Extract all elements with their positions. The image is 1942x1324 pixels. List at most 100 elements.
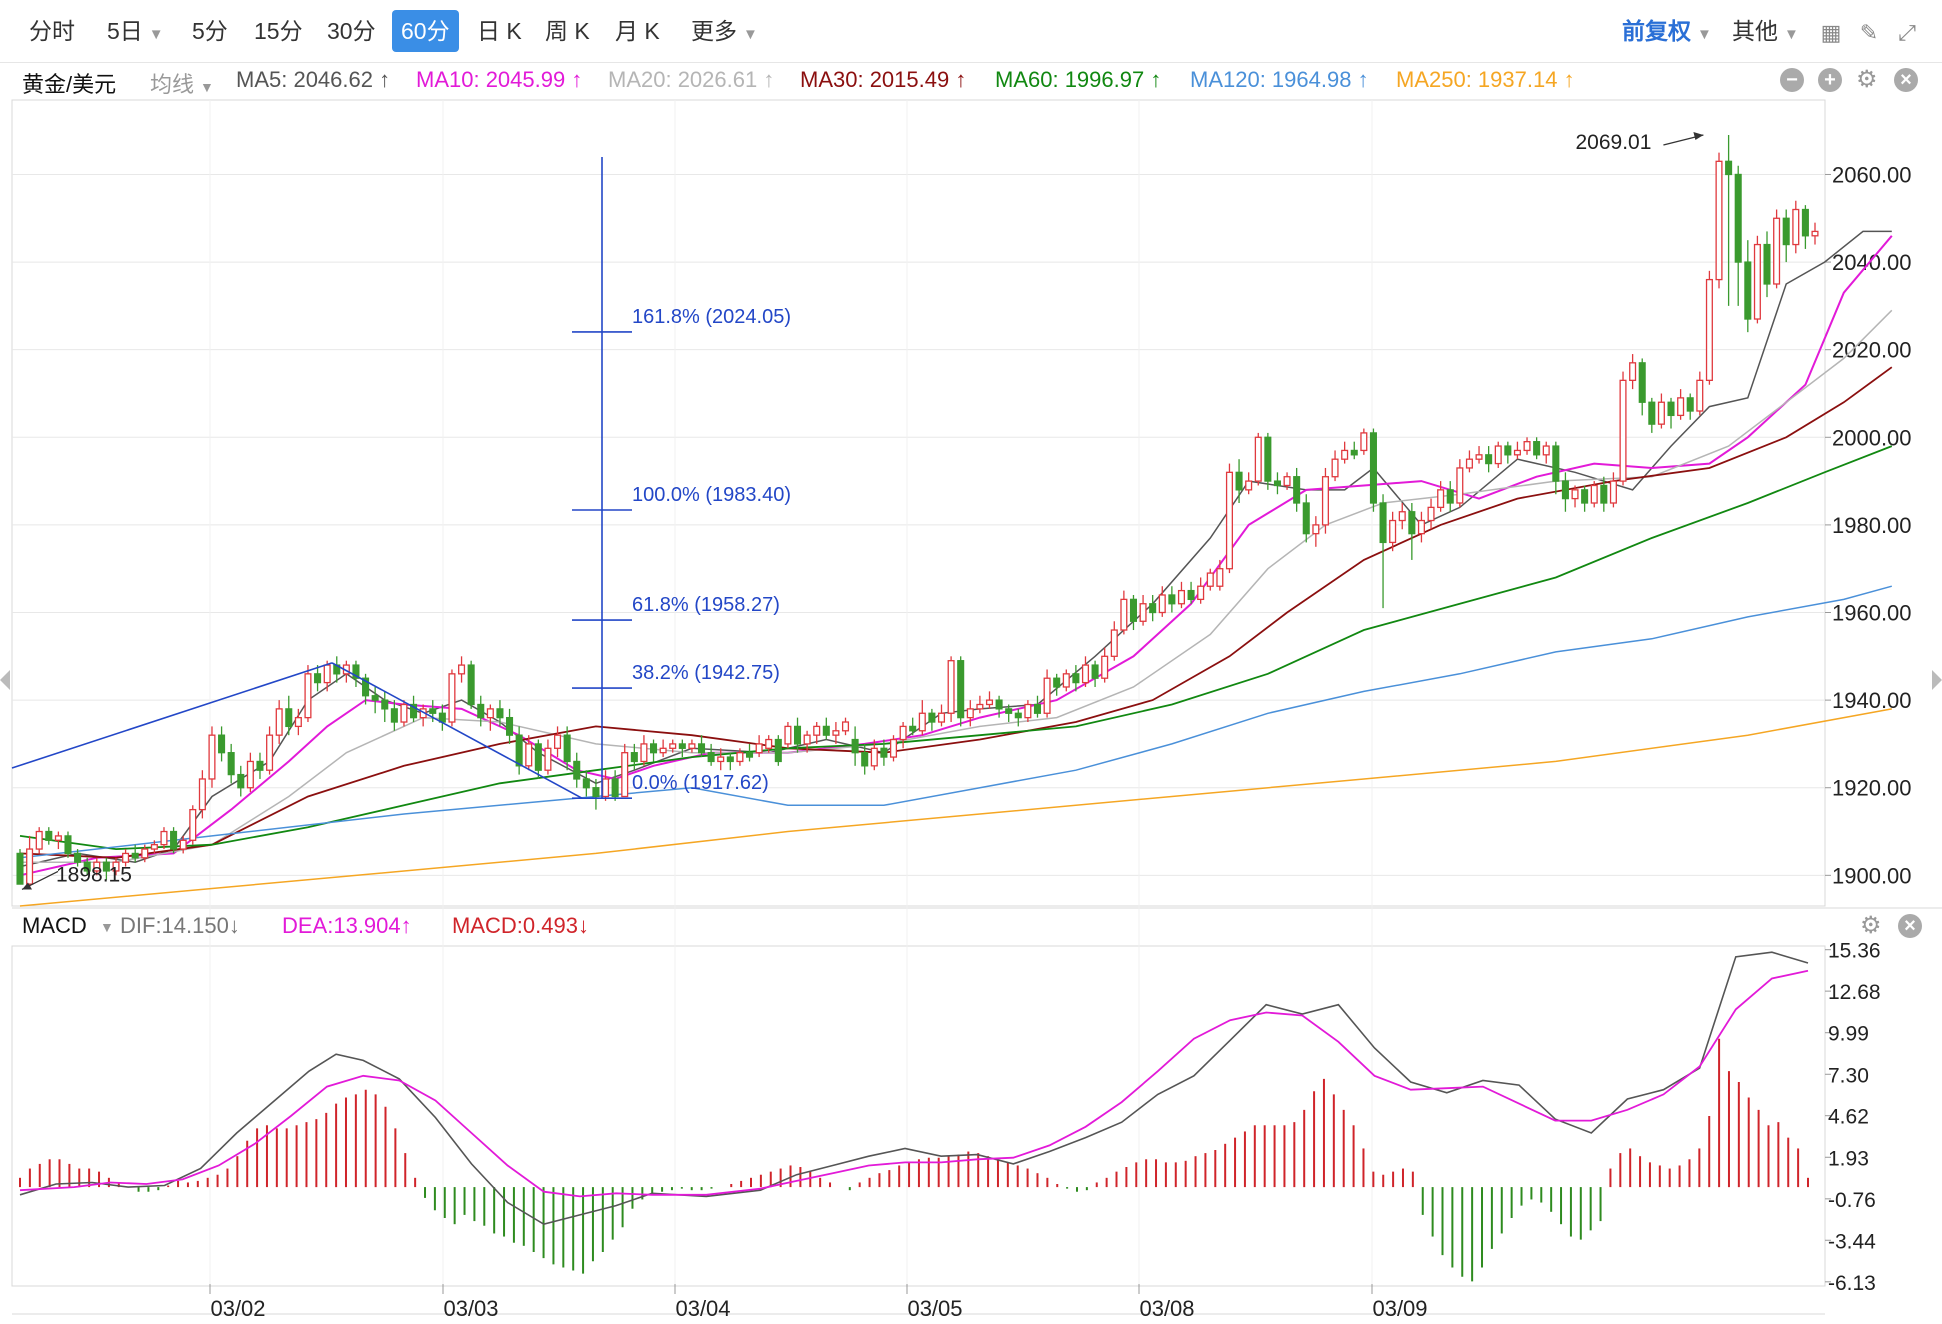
candle-body[interactable] — [294, 716, 302, 728]
candle-body[interactable] — [1168, 594, 1176, 605]
candle-body[interactable] — [1427, 506, 1435, 522]
candle-body[interactable] — [1619, 379, 1627, 482]
candle-body[interactable] — [726, 756, 734, 763]
candle-body[interactable] — [1523, 441, 1531, 452]
right-scroll-arrow-icon[interactable] — [1932, 670, 1942, 690]
tab-8[interactable]: 月 K — [606, 10, 669, 52]
candle-body[interactable] — [198, 778, 206, 811]
candle-body[interactable] — [1542, 445, 1550, 456]
candle-body[interactable] — [1005, 708, 1013, 714]
candle-body[interactable] — [1024, 703, 1032, 719]
candle-body[interactable] — [1369, 432, 1377, 504]
candle-body[interactable] — [525, 743, 533, 767]
candle-body[interactable] — [237, 773, 245, 789]
candle-body[interactable] — [496, 708, 504, 719]
candle-body[interactable] — [765, 738, 773, 749]
candle-body[interactable] — [448, 673, 456, 723]
candle-body[interactable] — [1350, 449, 1358, 456]
candle-body[interactable] — [947, 660, 955, 714]
candle-body[interactable] — [1792, 208, 1800, 246]
candle-body[interactable] — [1552, 445, 1560, 482]
add-indicator-icon[interactable]: + — [1818, 68, 1842, 92]
candle-body[interactable] — [717, 756, 725, 763]
candle-body[interactable] — [93, 861, 101, 872]
candle-body[interactable] — [793, 725, 802, 745]
candle-body[interactable] — [1446, 489, 1454, 504]
candle-body[interactable] — [755, 743, 763, 754]
other-dropdown[interactable]: 其他 ▼ — [1732, 10, 1799, 52]
candle-body[interactable] — [1475, 454, 1483, 460]
candle-body[interactable] — [1533, 441, 1541, 456]
candle-body[interactable] — [1398, 511, 1406, 522]
candle-body[interactable] — [275, 708, 283, 736]
candle-body[interactable] — [822, 725, 830, 736]
candle-body[interactable] — [1235, 471, 1243, 491]
candle-body[interactable] — [1091, 664, 1099, 679]
candle-body[interactable] — [1581, 489, 1589, 504]
candle-body[interactable] — [314, 673, 322, 684]
candle-body[interactable] — [1782, 217, 1790, 246]
candle-body[interactable] — [1773, 217, 1781, 285]
pencil-icon[interactable]: ✎ — [1859, 20, 1879, 45]
candle-body[interactable] — [1494, 445, 1502, 465]
candle-body[interactable] — [1283, 476, 1291, 487]
candle-body[interactable] — [1158, 594, 1166, 614]
candle-body[interactable] — [1513, 449, 1521, 456]
candle-body[interactable] — [803, 734, 811, 745]
collapse-icon[interactable]: − — [1780, 68, 1804, 92]
candle-body[interactable] — [467, 664, 475, 706]
candle-body[interactable] — [870, 747, 878, 767]
candle-body[interactable] — [582, 778, 590, 789]
candle-body[interactable] — [16, 852, 24, 885]
candle-body[interactable] — [678, 743, 686, 749]
candle-body[interactable] — [45, 830, 53, 841]
candle-body[interactable] — [1456, 467, 1464, 504]
candle-body[interactable] — [1033, 703, 1042, 714]
settings-gear-icon[interactable]: ⚙ — [1856, 66, 1878, 93]
tab-0[interactable]: 分时 — [20, 10, 84, 52]
candle-body[interactable] — [1590, 484, 1598, 504]
candle-body[interactable] — [841, 721, 850, 732]
candle-body[interactable] — [35, 830, 43, 850]
candle-body[interactable] — [1129, 598, 1138, 622]
candle-body[interactable] — [889, 738, 898, 758]
candle-body[interactable] — [256, 760, 264, 771]
candle-body[interactable] — [832, 730, 840, 736]
candle-body[interactable] — [1321, 476, 1329, 526]
candle-body[interactable] — [1053, 677, 1061, 688]
candle-body[interactable] — [1216, 568, 1224, 587]
candle-body[interactable] — [26, 848, 34, 885]
candle-body[interactable] — [1062, 673, 1070, 688]
candle-body[interactable] — [102, 861, 110, 872]
candle-body[interactable] — [64, 835, 72, 855]
candle-body[interactable] — [1408, 511, 1416, 535]
candle-body[interactable] — [1341, 449, 1349, 460]
restore-rights-dropdown[interactable]: 前复权 ▼ — [1622, 10, 1712, 52]
candle-body[interactable] — [909, 725, 917, 732]
candle-body[interactable] — [208, 734, 216, 780]
candle-body[interactable] — [1149, 603, 1157, 614]
candle-body[interactable] — [1014, 712, 1022, 719]
candle-body[interactable] — [697, 743, 706, 754]
candle-body[interactable] — [1293, 476, 1301, 504]
left-scroll-arrow-icon[interactable] — [0, 670, 10, 690]
candle-body[interactable] — [1648, 401, 1656, 425]
candle-body[interactable] — [918, 712, 926, 732]
candle-body[interactable] — [928, 712, 936, 723]
candle-body[interactable] — [1417, 519, 1425, 535]
candle-body[interactable] — [1753, 243, 1761, 320]
candle-body[interactable] — [640, 743, 648, 763]
candle-body[interactable] — [362, 677, 370, 697]
candle-body[interactable] — [381, 699, 389, 710]
candle-body[interactable] — [611, 778, 619, 798]
candle-body[interactable] — [1504, 445, 1512, 456]
candle-body[interactable] — [1696, 379, 1704, 412]
candle-body[interactable] — [1254, 436, 1262, 482]
candle-body[interactable] — [160, 830, 168, 846]
candle-body[interactable] — [784, 725, 792, 745]
candle-body[interactable] — [400, 703, 408, 723]
candle-body[interactable] — [966, 708, 974, 719]
candle-body[interactable] — [170, 830, 178, 850]
candle-body[interactable] — [1561, 480, 1569, 500]
tab-9[interactable]: 更多 ▼ — [682, 10, 767, 52]
